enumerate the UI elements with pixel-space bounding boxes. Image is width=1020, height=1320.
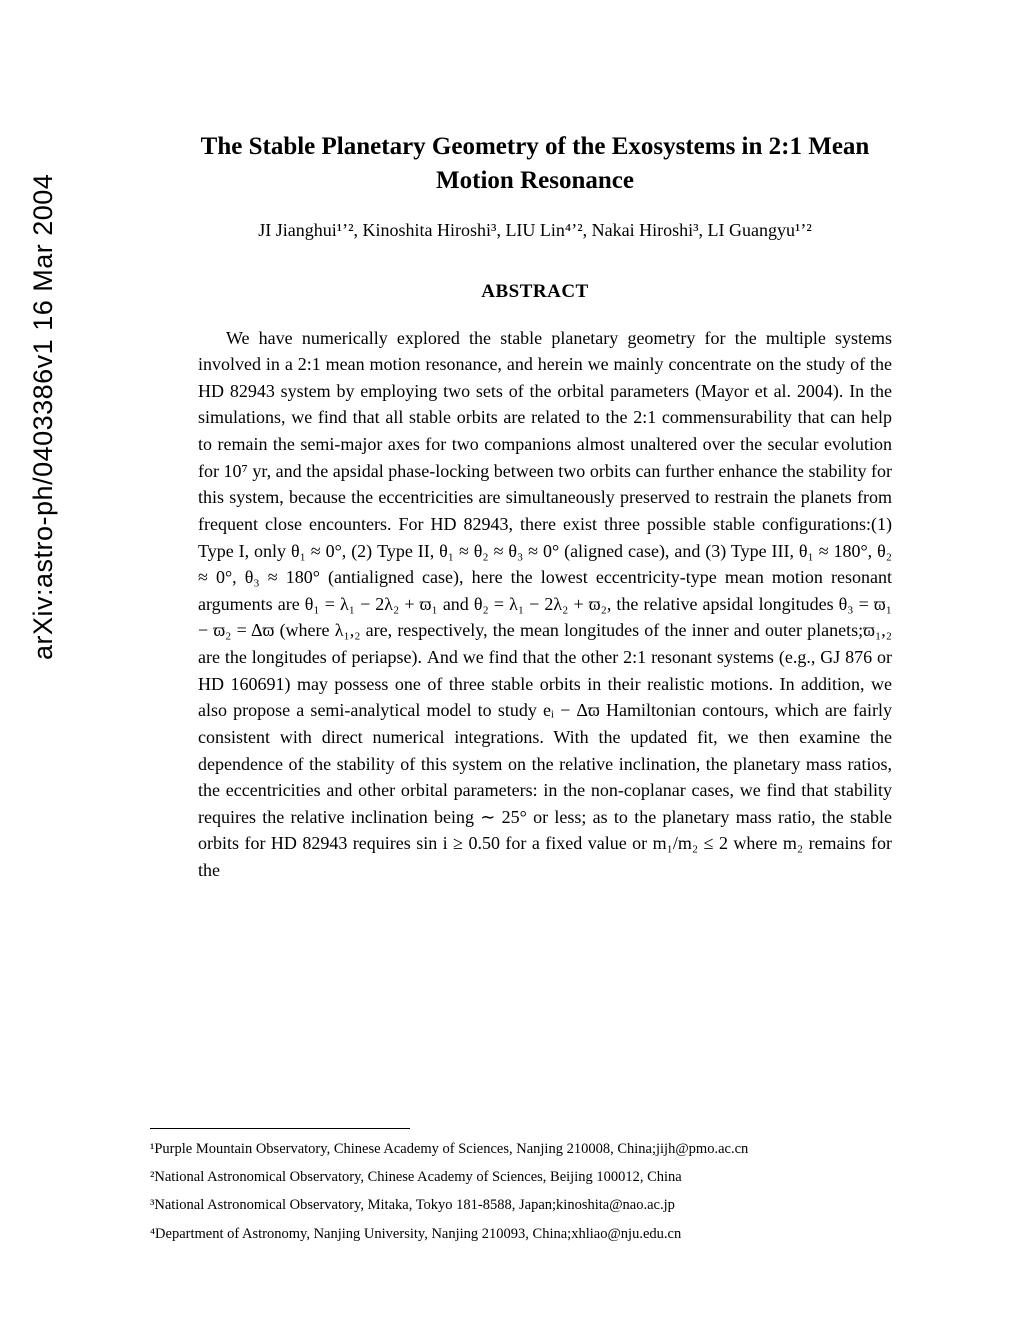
footnote-1: ¹Purple Mountain Observatory, Chinese Ac… <box>150 1137 920 1162</box>
footnotes: ¹Purple Mountain Observatory, Chinese Ac… <box>150 1128 920 1251</box>
footnote-4: ⁴Department of Astronomy, Nanjing Univer… <box>150 1222 920 1247</box>
footnote-2: ²National Astronomical Observatory, Chin… <box>150 1165 920 1190</box>
paper-title: The Stable Planetary Geometry of the Exo… <box>150 130 920 198</box>
footnote-3: ³National Astronomical Observatory, Mita… <box>150 1193 920 1218</box>
footnote-rule <box>150 1128 410 1129</box>
abstract-text: We have numerically explored the stable … <box>198 325 892 884</box>
title-line-1: The Stable Planetary Geometry of the Exo… <box>201 133 870 160</box>
arxiv-identifier: arXiv:astro-ph/0403386v1 16 Mar 2004 <box>28 174 59 660</box>
author-list: JI Jianghui¹ʼ², Kinoshita Hiroshi³, LIU … <box>150 220 920 241</box>
abstract-heading: ABSTRACT <box>150 281 920 303</box>
page-content: The Stable Planetary Geometry of the Exo… <box>150 130 920 884</box>
title-line-2: Motion Resonance <box>436 167 634 194</box>
